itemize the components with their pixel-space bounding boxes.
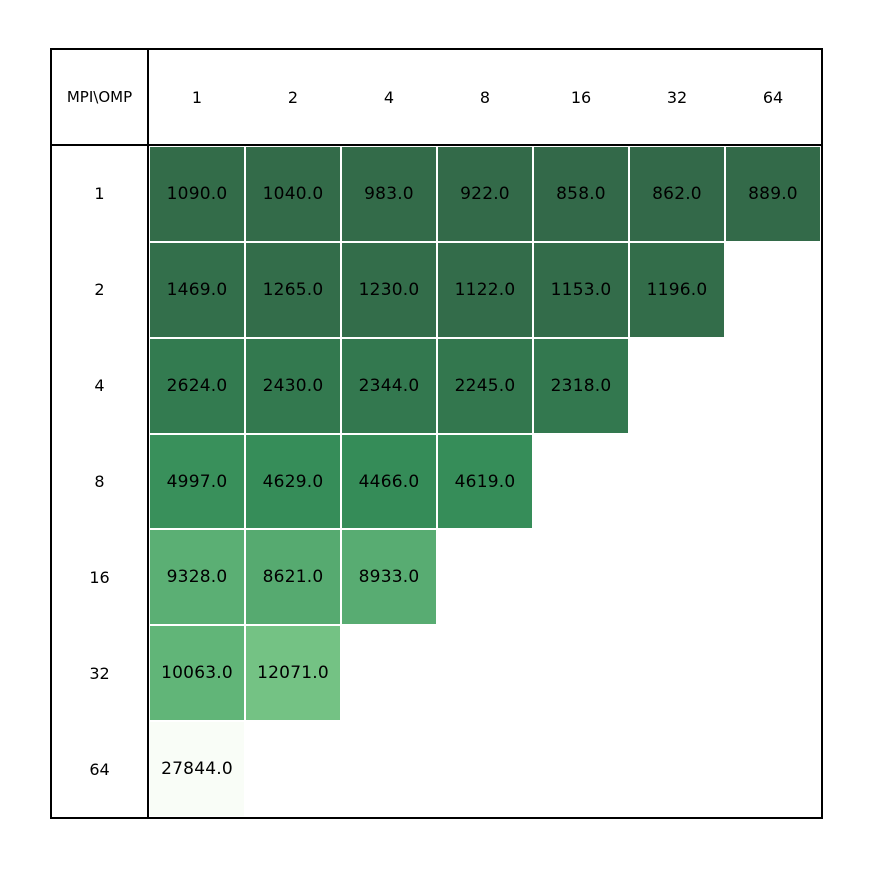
cell-value: 2624.0 (166, 375, 228, 396)
heatmap-cell: 2344.0 (341, 337, 437, 434)
heatmap-cell: 1265.0 (245, 241, 341, 338)
heatmap-cell: 8933.0 (341, 529, 437, 626)
cell-value: 862.0 (652, 183, 702, 204)
cell-value: 4619.0 (454, 471, 516, 492)
header-row: MPI\OMP 1 2 4 8 16 32 64 (52, 50, 821, 146)
cell-value: 1040.0 (262, 183, 324, 204)
cell-value: 4629.0 (262, 471, 324, 492)
column-header-64: 64 (762, 87, 784, 107)
cell-value: 983.0 (364, 183, 414, 204)
table-row: 1 1090.0 1040.0 983.0 922.0 858.0 862.0 … (52, 146, 821, 242)
cell-value: 4466.0 (358, 471, 420, 492)
heatmap-cell: 9328.0 (149, 529, 245, 626)
cell-value: 858.0 (556, 183, 606, 204)
heatmap-cell: 4997.0 (149, 433, 245, 530)
heatmap-cell: 1230.0 (341, 241, 437, 338)
cell-value: 2318.0 (550, 375, 612, 396)
row-label: 1 (52, 146, 149, 242)
cell-value: 1090.0 (166, 183, 228, 204)
row-label: 16 (52, 529, 149, 626)
heatmap-cell: 1153.0 (533, 241, 629, 338)
heatmap-cell: 4466.0 (341, 433, 437, 530)
column-header-2: 2 (287, 87, 299, 107)
cell-value: 889.0 (748, 183, 798, 204)
heatmap-cell: 1122.0 (437, 241, 533, 338)
table-row: 16 9328.0 8621.0 8933.0 (52, 529, 821, 626)
table-row: 64 27844.0 (52, 721, 821, 818)
heatmap-cell: 2430.0 (245, 337, 341, 434)
cell-value: 10063.0 (161, 663, 233, 684)
column-header-4: 4 (383, 87, 395, 107)
heatmap-cell: 2245.0 (437, 337, 533, 434)
heatmap-cell: 889.0 (725, 146, 821, 242)
cell-value: 1122.0 (454, 279, 516, 300)
heatmap-cell: 983.0 (341, 146, 437, 242)
cell-value: 8933.0 (358, 567, 420, 588)
cell-value: 1196.0 (646, 279, 708, 300)
cell-value: 8621.0 (262, 567, 324, 588)
heatmap-table: MPI\OMP 1 2 4 8 16 32 64 1 1090.0 1040.0… (50, 48, 823, 819)
cell-value: 1153.0 (550, 279, 612, 300)
heatmap-cell: 27844.0 (149, 721, 245, 818)
heatmap-cell: 2624.0 (149, 337, 245, 434)
heatmap-cell: 1040.0 (245, 146, 341, 242)
heatmap-cell: 858.0 (533, 146, 629, 242)
row-label: 8 (52, 433, 149, 530)
table-row: 32 10063.0 12071.0 (52, 625, 821, 722)
row-label: 4 (52, 337, 149, 434)
cell-value: 922.0 (460, 183, 510, 204)
heatmap-cell: 1469.0 (149, 241, 245, 338)
cell-value: 9328.0 (166, 567, 228, 588)
row-label: 32 (52, 625, 149, 722)
heatmap-cell: 1090.0 (149, 146, 245, 242)
heatmap-cell: 12071.0 (245, 625, 341, 722)
heatmap-cell: 4619.0 (437, 433, 533, 530)
cell-value: 12071.0 (257, 663, 329, 684)
heatmap-cell: 862.0 (629, 146, 725, 242)
table-row: 4 2624.0 2430.0 2344.0 2245.0 2318.0 (52, 337, 821, 434)
cell-value: 1230.0 (358, 279, 420, 300)
corner-label: MPI\OMP (52, 50, 149, 144)
column-header-16: 16 (570, 87, 592, 107)
heatmap-cell: 8621.0 (245, 529, 341, 626)
heatmap-cell: 1196.0 (629, 241, 725, 338)
cell-value: 2344.0 (358, 375, 420, 396)
heatmap-cell: 4629.0 (245, 433, 341, 530)
cell-value: 2245.0 (454, 375, 516, 396)
cell-value: 27844.0 (161, 759, 233, 780)
cell-value: 2430.0 (262, 375, 324, 396)
cell-value: 4997.0 (166, 471, 228, 492)
table-row: 8 4997.0 4629.0 4466.0 4619.0 (52, 433, 821, 530)
heatmap-cell: 922.0 (437, 146, 533, 242)
column-header-8: 8 (479, 87, 491, 107)
column-header-1: 1 (191, 87, 203, 107)
heatmap-cell: 10063.0 (149, 625, 245, 722)
row-label: 64 (52, 721, 149, 818)
cell-value: 1469.0 (166, 279, 228, 300)
heatmap-cell: 2318.0 (533, 337, 629, 434)
row-label: 2 (52, 241, 149, 338)
column-header-32: 32 (666, 87, 688, 107)
table-row: 2 1469.0 1265.0 1230.0 1122.0 1153.0 119… (52, 241, 821, 338)
cell-value: 1265.0 (262, 279, 324, 300)
